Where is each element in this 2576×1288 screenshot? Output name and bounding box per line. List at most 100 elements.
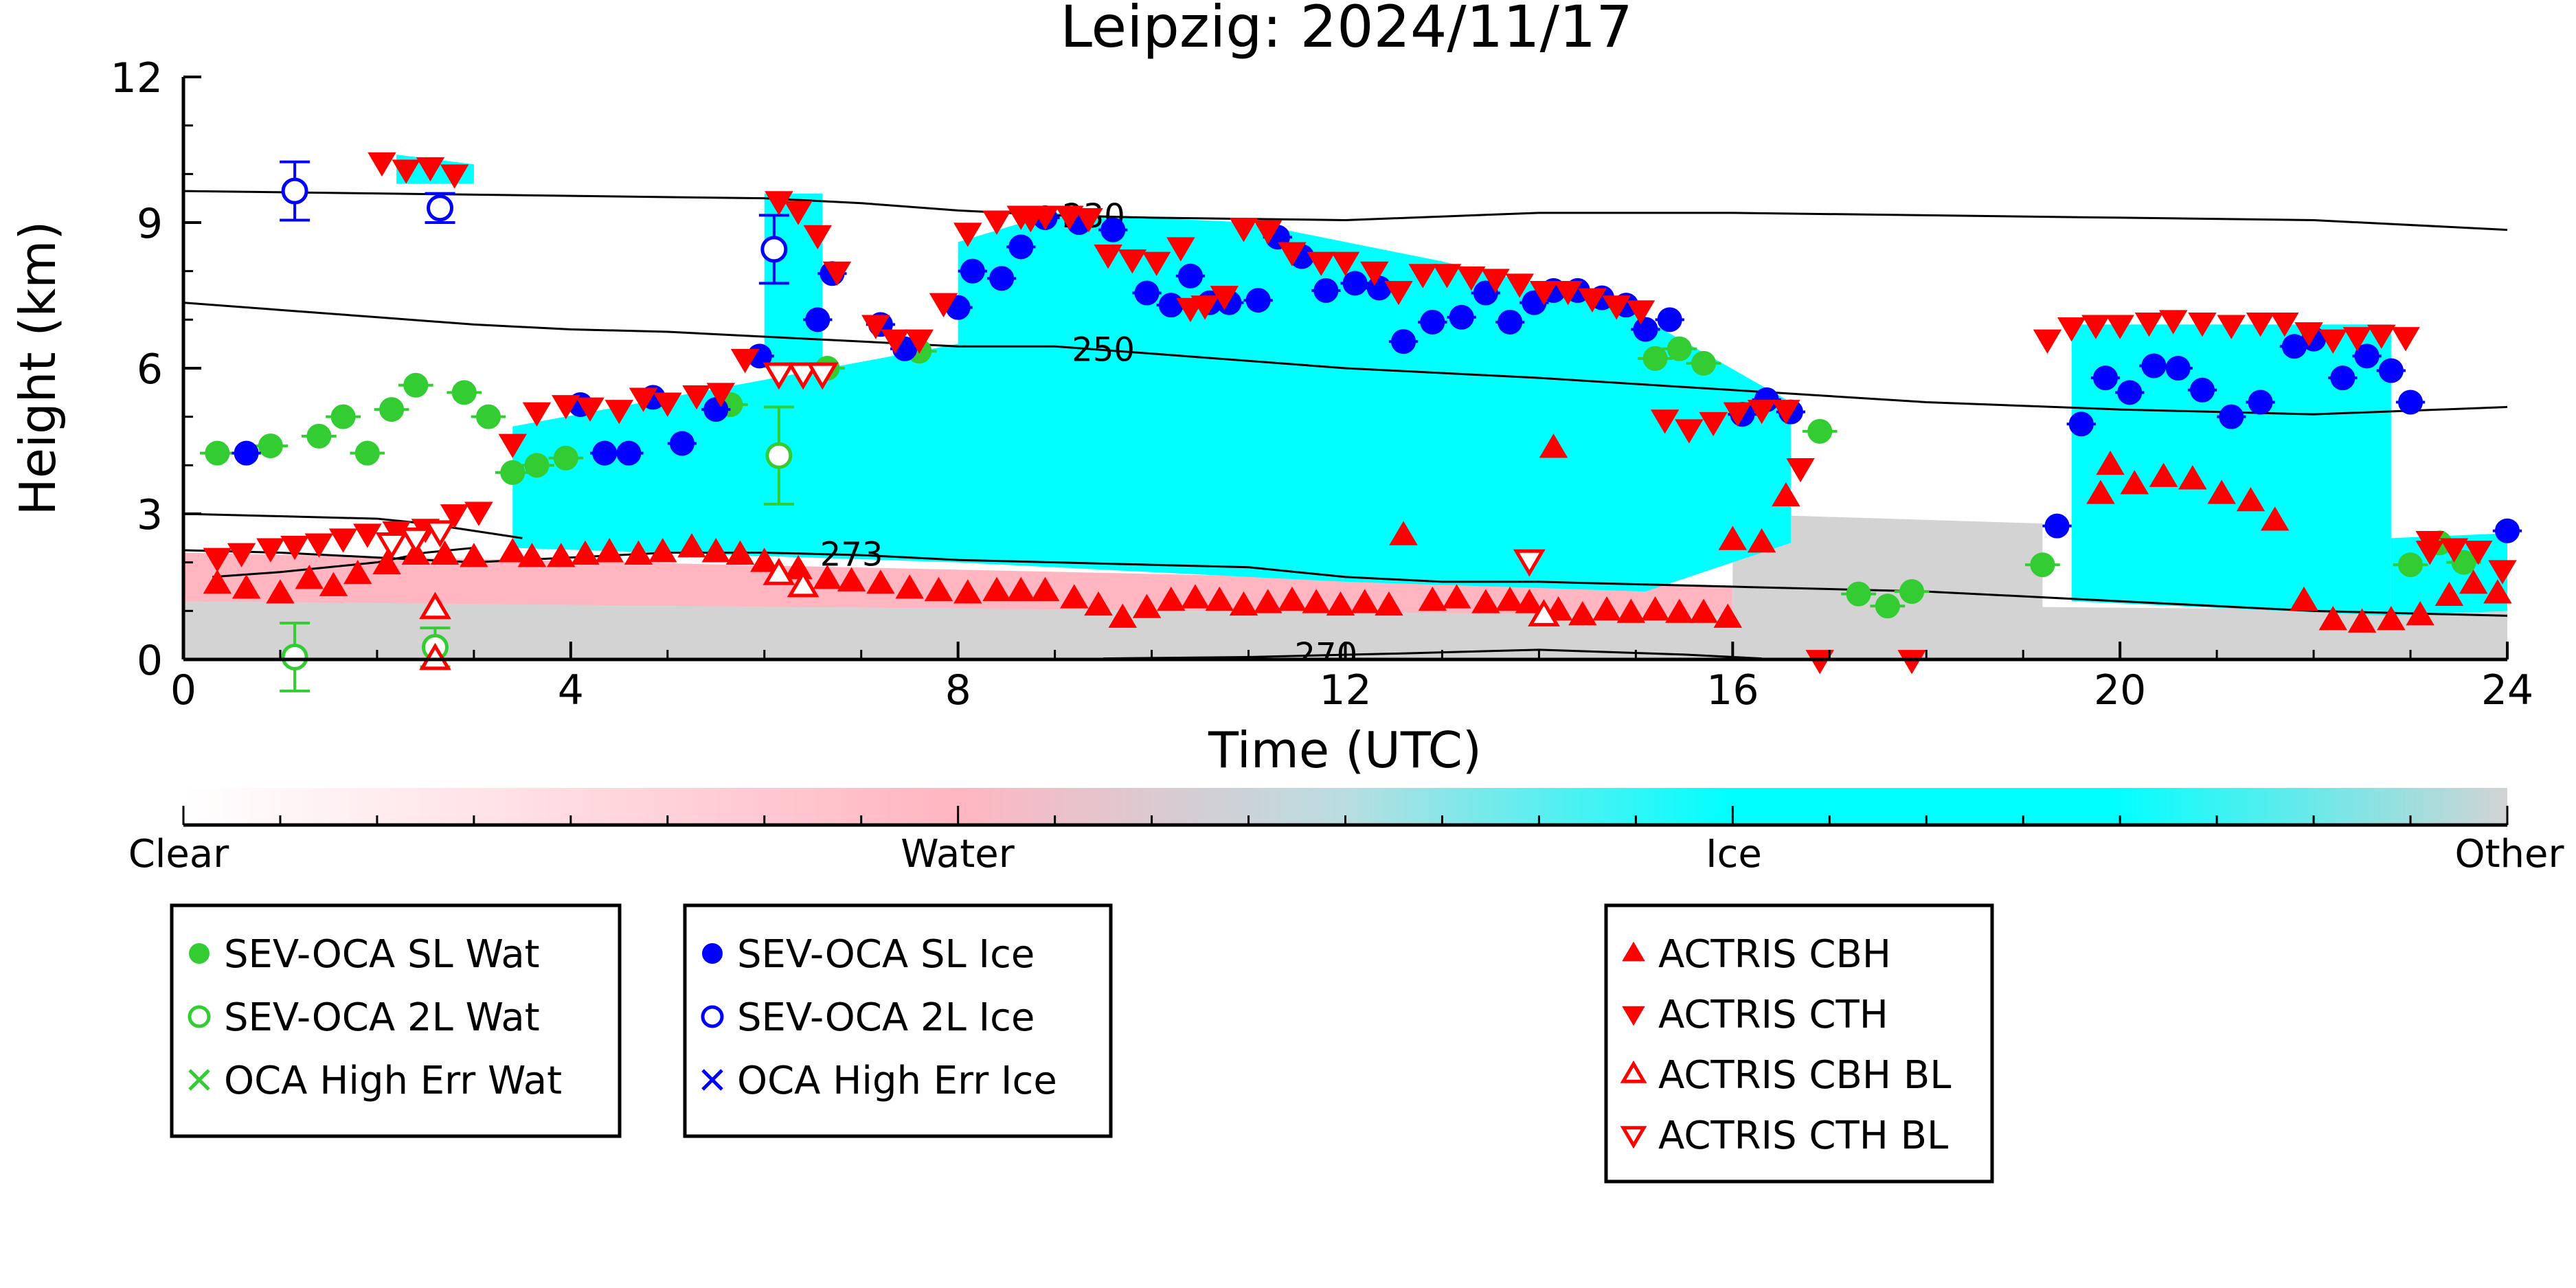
data-point	[234, 440, 259, 466]
x-stroke	[701, 1069, 723, 1091]
data-point	[2377, 606, 2406, 631]
data-point	[905, 329, 934, 354]
data-point	[1633, 317, 1658, 342]
data-point	[861, 315, 890, 339]
data-point	[806, 362, 839, 390]
data-point	[328, 528, 358, 553]
data-point	[1786, 457, 1815, 483]
data-point	[701, 538, 731, 563]
data-point	[281, 643, 308, 670]
series-actris-cbh-bl	[419, 558, 1560, 670]
data-point	[1689, 598, 1718, 623]
data-point	[419, 642, 451, 670]
data-point	[440, 164, 469, 189]
data-point	[953, 223, 982, 247]
data-point	[2488, 560, 2517, 585]
data-point	[762, 362, 795, 390]
data-point	[281, 177, 308, 205]
legend-marker	[702, 943, 723, 964]
data-point	[1391, 329, 1416, 354]
series-sev-oca-2l-ice	[280, 160, 789, 285]
x-axis-label: Time (UTC)	[1208, 721, 1482, 779]
data-point	[822, 261, 852, 286]
data-point	[989, 266, 1015, 291]
y-tick-label: 3	[137, 491, 163, 539]
legend-entry-label: ACTRIS CTH BL	[1658, 1114, 1948, 1158]
data-point	[1442, 584, 1471, 609]
legend-marker	[1622, 941, 1645, 962]
data-point	[1008, 234, 1034, 260]
data-point	[2248, 389, 2273, 415]
data-point	[2117, 380, 2143, 405]
data-point	[1642, 346, 1668, 371]
y-tick-label: 12	[111, 54, 163, 102]
data-point	[787, 569, 820, 598]
data-point	[2294, 322, 2323, 347]
data-point	[500, 460, 526, 485]
data-point	[231, 574, 261, 599]
data-point	[706, 383, 736, 407]
y-axis-label: Height (km)	[9, 221, 67, 516]
data-point	[982, 210, 1011, 235]
data-point	[2354, 343, 2380, 369]
data-point	[2068, 411, 2094, 437]
colorbar-label-other: Other	[2454, 832, 2564, 877]
legend-marker	[1620, 1060, 1647, 1083]
data-point	[784, 201, 813, 225]
legend-marker	[701, 1005, 724, 1028]
data-point	[2033, 329, 2062, 354]
data-point	[2219, 404, 2244, 429]
data-point	[1616, 598, 1646, 623]
data-point	[2270, 312, 2299, 337]
data-point	[592, 440, 618, 466]
data-point	[1408, 264, 1438, 289]
colorbar: Clear Water Ice Other	[128, 788, 2564, 877]
data-point	[1747, 400, 1776, 425]
data-point	[866, 569, 895, 594]
data-point	[354, 440, 380, 466]
data-point	[1675, 419, 1704, 444]
data-point	[424, 520, 456, 548]
data-point	[2367, 324, 2396, 349]
data-point	[1181, 584, 1210, 609]
data-point	[653, 392, 682, 417]
data-point	[1449, 304, 1474, 330]
data-point	[2483, 579, 2512, 604]
x-tick-label: 24	[2481, 666, 2533, 714]
data-point	[924, 576, 953, 601]
data-point	[571, 540, 600, 565]
data-point	[379, 397, 405, 422]
y-tick-label: 0	[137, 637, 163, 685]
data-point	[1205, 586, 1234, 611]
data-point	[760, 236, 788, 263]
data-point	[2044, 513, 2070, 539]
region-other-2	[1732, 514, 2043, 659]
colorbar-label-clear: Clear	[128, 832, 229, 877]
data-point	[1094, 245, 1122, 269]
data-point	[304, 533, 334, 558]
data-point	[1055, 205, 1084, 230]
data-point	[1210, 286, 1239, 310]
data-point	[750, 547, 779, 572]
data-point	[552, 395, 580, 420]
data-point	[648, 538, 677, 563]
data-point	[2030, 552, 2055, 578]
data-point	[2398, 552, 2424, 578]
data-point	[2188, 312, 2217, 337]
data-point	[595, 538, 624, 563]
legend-box-1: SEV-OCA SL Wat SEV-OCA 2L Wat OCA High Err…	[170, 903, 622, 1138]
data-point	[266, 579, 295, 604]
legend-entry-label: OCA High Err Ice	[737, 1059, 1057, 1103]
data-point	[1074, 208, 1103, 233]
data-point	[803, 225, 833, 250]
data-point	[2434, 581, 2464, 607]
data-point	[2086, 479, 2115, 504]
data-point	[258, 433, 283, 459]
data-point	[256, 538, 285, 563]
x-tick-label: 12	[1319, 666, 1371, 714]
series-actris-cbh	[203, 433, 2512, 633]
legend-frame	[170, 903, 622, 1138]
data-point	[399, 527, 432, 555]
data-point	[616, 440, 642, 466]
data-point	[2093, 365, 2119, 391]
